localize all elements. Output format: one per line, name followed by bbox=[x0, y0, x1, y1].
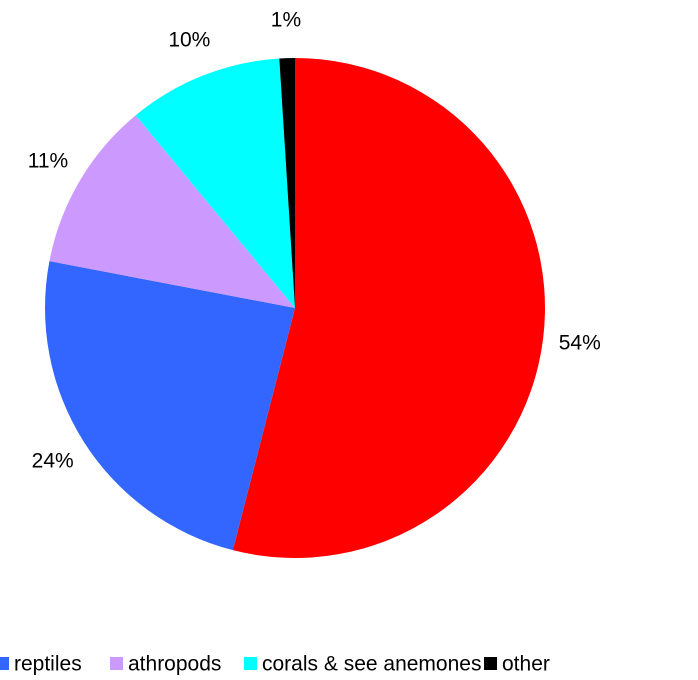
pie-slice bbox=[49, 115, 295, 308]
data-label: 10% bbox=[168, 29, 210, 52]
pie-slice bbox=[232, 58, 545, 558]
legend-swatch bbox=[484, 657, 497, 670]
legend-label: reptiles bbox=[14, 653, 82, 676]
pie-slice bbox=[279, 58, 295, 308]
legend-swatch bbox=[110, 657, 123, 670]
legend-label: other bbox=[502, 653, 550, 676]
legend-swatch bbox=[244, 657, 257, 670]
data-label: 1% bbox=[271, 9, 301, 32]
data-label: 11% bbox=[28, 149, 68, 172]
data-label: 54% bbox=[559, 332, 601, 355]
legend-label: corals & see anemones bbox=[262, 653, 481, 676]
pie-slice bbox=[44, 261, 296, 551]
pie-slice bbox=[135, 58, 295, 308]
data-label: 24% bbox=[32, 449, 74, 472]
legend-label: athropods bbox=[128, 653, 221, 676]
legend-swatch bbox=[0, 657, 9, 670]
